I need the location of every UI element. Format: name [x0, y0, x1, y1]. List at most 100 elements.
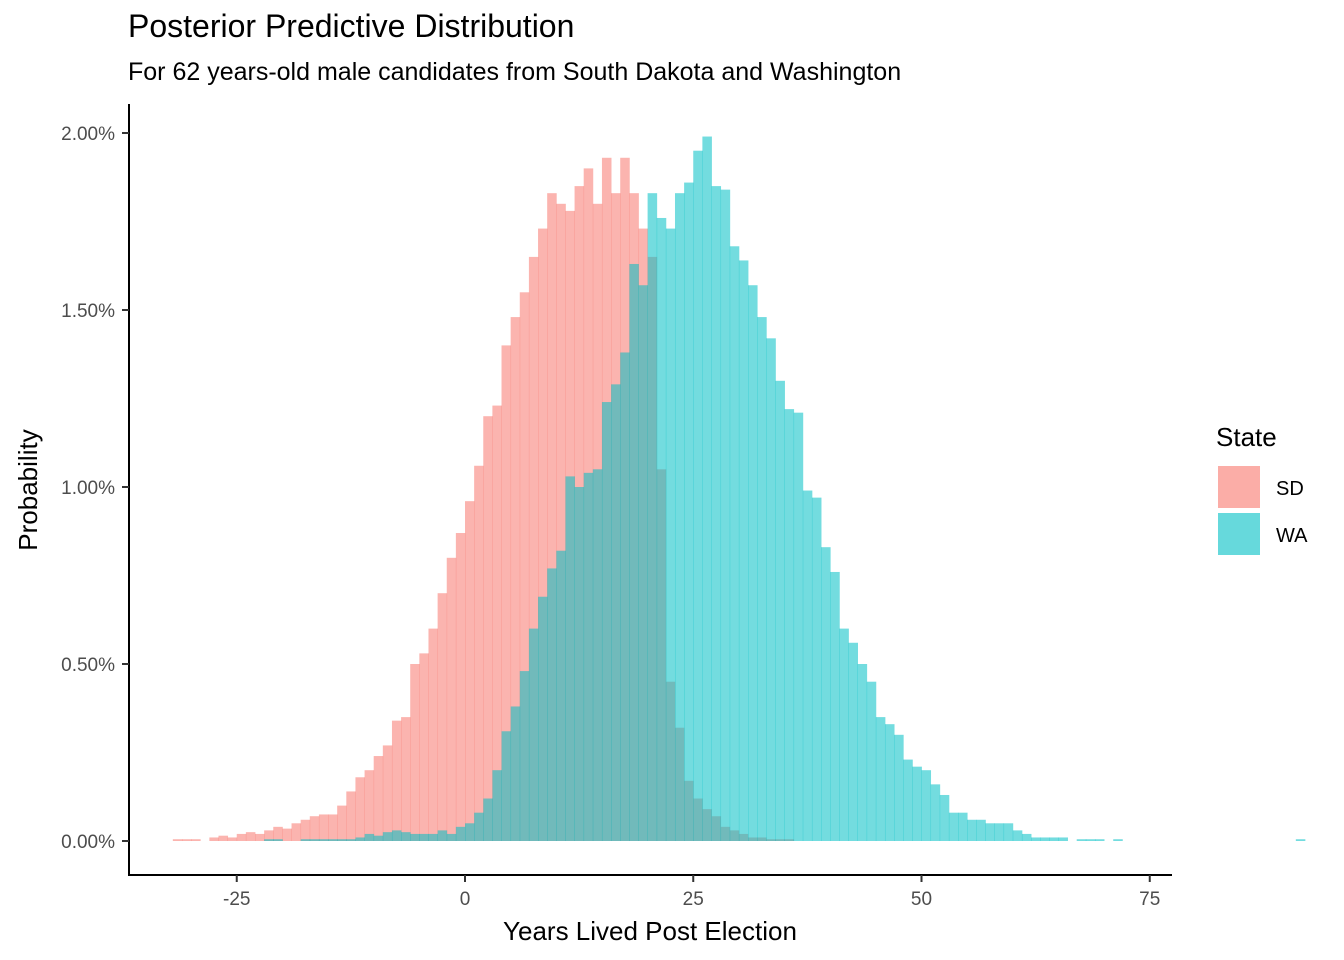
bar-wa	[875, 717, 886, 841]
bar-wa	[465, 823, 475, 841]
bar-wa	[702, 136, 712, 842]
bar-wa	[428, 833, 439, 841]
bar-wa	[364, 833, 375, 841]
bar-wa	[264, 839, 274, 841]
bar-wa	[592, 469, 603, 841]
bar-sd	[172, 839, 183, 841]
bar-wa	[410, 833, 420, 841]
bar-sd	[455, 533, 466, 841]
bar-sd	[318, 814, 329, 841]
bar-wa	[547, 568, 557, 841]
bar-wa	[337, 839, 347, 841]
bar-sd	[538, 228, 548, 841]
bar-sd	[556, 203, 566, 842]
y-tick-label: 0.50%	[61, 655, 115, 676]
bar-sd	[410, 664, 420, 841]
bar-sd	[191, 839, 201, 841]
bar-wa	[273, 839, 283, 841]
bar-sd	[236, 833, 247, 841]
bar-wa	[510, 706, 521, 841]
y-tick-label: 1.50%	[61, 301, 115, 322]
bar-wa	[446, 833, 457, 841]
bar-wa	[821, 547, 831, 841]
x-axis-title: Years Lived Post Election	[503, 916, 797, 946]
bar-wa	[766, 338, 776, 841]
bar-wa	[620, 352, 630, 841]
bar-wa	[556, 550, 566, 841]
bar-wa	[839, 628, 849, 841]
bar-wa	[355, 837, 365, 841]
bar-wa	[793, 412, 804, 841]
bar-sd	[465, 501, 475, 841]
bar-sd	[291, 823, 302, 841]
bar-wa	[857, 664, 868, 841]
bar-sd	[337, 805, 347, 841]
bar-wa	[373, 835, 384, 841]
bar-wa	[848, 642, 858, 841]
bar-sd	[364, 770, 375, 841]
bar-sd	[346, 791, 356, 841]
bar-sd	[309, 816, 320, 841]
bar-sd	[255, 833, 265, 841]
bar-wa	[720, 189, 731, 841]
bar-wa	[976, 819, 986, 841]
bar-sd	[245, 832, 256, 841]
bar-wa	[1003, 823, 1014, 841]
bar-wa	[729, 246, 740, 841]
bar-sd	[300, 819, 311, 841]
bar-wa	[346, 839, 356, 841]
bar-sd	[428, 628, 439, 841]
bar-wa	[775, 380, 785, 841]
bar-wa	[565, 476, 575, 841]
bar-wa	[921, 770, 932, 841]
bar-wa	[985, 823, 995, 841]
bar-sd	[218, 835, 229, 841]
bar-sd	[391, 720, 402, 841]
bar-sd	[209, 837, 219, 841]
bar-wa	[748, 285, 758, 842]
x-tick-label: 25	[683, 889, 704, 910]
bar-sd	[419, 653, 429, 841]
bar-sd	[373, 756, 384, 841]
x-axis-ticks: -25 0 25 50 75	[223, 875, 1160, 910]
bar-wa	[1076, 839, 1087, 841]
bar-wa	[538, 596, 548, 841]
bar-sd	[547, 193, 557, 841]
bar-wa	[391, 830, 402, 841]
bar-wa	[583, 472, 594, 841]
bar-sd	[282, 828, 292, 841]
bar-sd	[474, 465, 484, 841]
bar-wa	[811, 497, 822, 841]
bar-wa	[684, 182, 694, 841]
bar-wa	[492, 770, 502, 841]
bar-wa	[1049, 837, 1059, 841]
y-tick-label: 2.00%	[61, 124, 115, 145]
x-tick-label: 50	[911, 889, 932, 910]
bar-wa	[300, 839, 311, 841]
y-tick-label: 1.00%	[61, 478, 115, 499]
bar-wa	[948, 812, 959, 841]
bar-wa	[802, 490, 813, 841]
bar-wa	[894, 734, 904, 841]
bar-wa	[693, 150, 703, 841]
bar-wa	[656, 217, 667, 841]
bar-wa	[1058, 837, 1068, 841]
bar-wa	[1295, 839, 1306, 841]
bar-wa	[738, 260, 749, 841]
legend-label-sd: SD	[1276, 478, 1304, 500]
chart-title: Posterior Predictive Distribution	[128, 8, 575, 44]
bar-sd	[483, 416, 493, 841]
bar-wa	[711, 186, 722, 842]
bar-wa	[674, 193, 685, 841]
bar-wa	[474, 812, 484, 841]
bar-wa	[382, 832, 393, 841]
bar-wa	[309, 839, 320, 841]
bar-sd	[264, 830, 274, 841]
bar-wa	[1031, 837, 1041, 841]
bar-wa	[483, 798, 493, 841]
y-axis-ticks: 0.00% 0.50% 1.00% 1.50% 2.00%	[61, 124, 129, 853]
bar-wa	[967, 819, 977, 841]
bar-wa	[1012, 830, 1023, 841]
bar-wa	[757, 317, 767, 842]
